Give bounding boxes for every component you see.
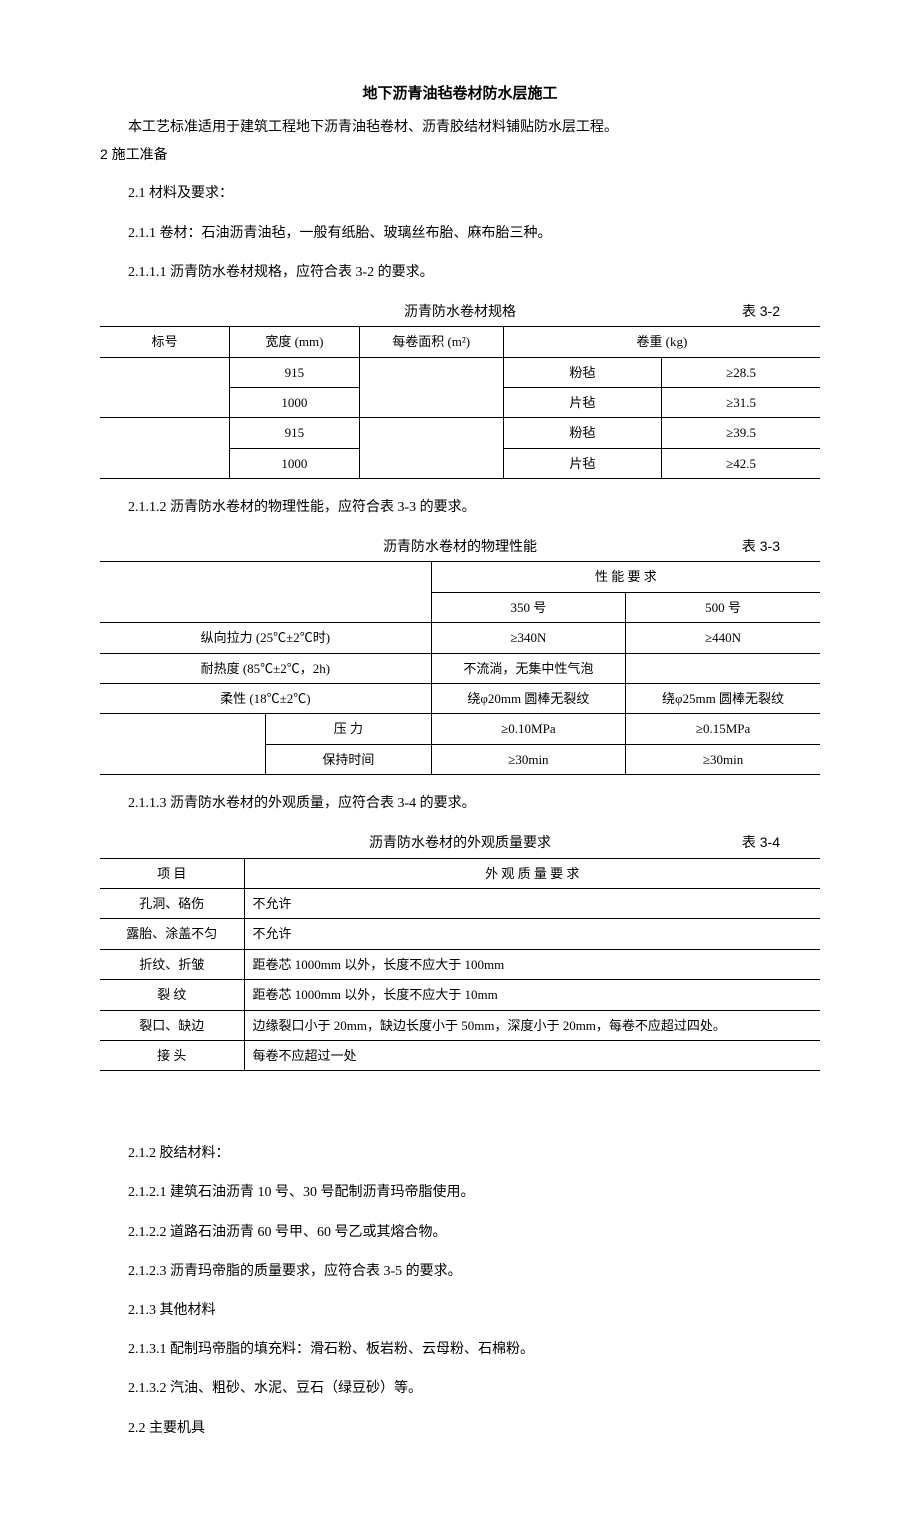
t32-r2-c2: 1000 — [230, 387, 360, 417]
t32-r4-c4: 片毡 — [503, 448, 661, 478]
t33-r5-500: ≥30min — [626, 744, 820, 774]
table-3-4-label: 表 3-4 — [742, 830, 780, 855]
t34-r6-c2: 每卷不应超过一处 — [244, 1040, 820, 1070]
page-title: 地下沥青油毡卷材防水层施工 — [100, 80, 820, 107]
t32-r1-c2: 915 — [230, 357, 360, 387]
t32-r1-c3 — [359, 357, 503, 418]
t34-r1-c1: 孔洞、硌伤 — [100, 888, 244, 918]
t33-r3-item: 柔性 (18℃±2℃) — [100, 684, 431, 714]
t34-h1: 项 目 — [100, 858, 244, 888]
t33-r2-item: 耐热度 (85℃±2℃，2h) — [100, 653, 431, 683]
section-2-1-3-2: 2.1.3.2 汽油、粗砂、水泥、豆石（绿豆砂）等。 — [128, 1376, 820, 1401]
t32-r4-c5: ≥42.5 — [662, 448, 820, 478]
t32-r1-c5: ≥28.5 — [662, 357, 820, 387]
section-2-1-1-1: 2.1.1.1 沥青防水卷材规格，应符合表 3-2 的要求。 — [128, 260, 820, 285]
t33-r5-sub2: 保持时间 — [266, 744, 432, 774]
t34-r3-c1: 折纹、折皱 — [100, 949, 244, 979]
t32-r2-c4: 片毡 — [503, 387, 661, 417]
section-2-1-2-3: 2.1.2.3 沥青玛帝脂的质量要求，应符合表 3-5 的要求。 — [128, 1259, 820, 1284]
t32-h-width: 宽度 (mm) — [230, 327, 360, 357]
section-2-1-1-3: 2.1.1.3 沥青防水卷材的外观质量，应符合表 3-4 的要求。 — [128, 791, 820, 816]
t34-r2-c2: 不允许 — [244, 919, 820, 949]
section-2-1-2-2: 2.1.2.2 道路石油沥青 60 号甲、60 号乙或其熔合物。 — [128, 1220, 820, 1245]
t34-r6-c1: 接 头 — [100, 1040, 244, 1070]
table-3-3-label: 表 3-3 — [742, 534, 780, 559]
t32-h-area: 每卷面积 (m²) — [359, 327, 503, 357]
section-2: 2 施工准备 — [100, 142, 820, 167]
section-2-1-1: 2.1.1 卷材：石油沥青油毡，一般有纸胎、玻璃丝布胎、麻布胎三种。 — [128, 221, 820, 246]
t34-r1-c2: 不允许 — [244, 888, 820, 918]
t34-h2: 外 观 质 量 要 求 — [244, 858, 820, 888]
t33-r1-500: ≥440N — [626, 623, 820, 653]
t33-h-blank — [100, 562, 431, 623]
t33-r2-500 — [626, 653, 820, 683]
table-3-2-title: 沥青防水卷材规格 — [404, 303, 516, 319]
t33-h-350: 350 号 — [431, 592, 625, 622]
t34-r5-c1: 裂口、缺边 — [100, 1010, 244, 1040]
table-3-2: 标号 宽度 (mm) 每卷面积 (m²) 卷重 (kg) 915 粉毡 ≥28.… — [100, 326, 820, 479]
intro-paragraph: 本工艺标准适用于建筑工程地下沥青油毡卷材、沥青胶结材料铺贴防水层工程。 — [100, 115, 820, 140]
t34-r4-c2: 距卷芯 1000mm 以外，长度不应大于 10mm — [244, 980, 820, 1010]
section-2-1-2: 2.1.2 胶结材料： — [128, 1141, 820, 1166]
t32-r1-c1 — [100, 357, 230, 418]
table-3-4-title: 沥青防水卷材的外观质量要求 — [369, 834, 551, 850]
t34-r3-c2: 距卷芯 1000mm 以外，长度不应大于 100mm — [244, 949, 820, 979]
t33-h-500: 500 号 — [626, 592, 820, 622]
table-3-4: 项 目 外 观 质 量 要 求 孔洞、硌伤不允许 露胎、涂盖不匀不允许 折纹、折… — [100, 858, 820, 1072]
table-3-3-title: 沥青防水卷材的物理性能 — [383, 538, 537, 554]
t33-r1-350: ≥340N — [431, 623, 625, 653]
table-3-3-caption: 沥青防水卷材的物理性能 表 3-3 — [100, 534, 820, 559]
t34-r5-c2: 边缘裂口小于 20mm，缺边长度小于 50mm，深度小于 20mm，每卷不应超过… — [244, 1010, 820, 1040]
t33-h-perf: 性 能 要 求 — [431, 562, 820, 592]
t33-r4-sub1: 压 力 — [266, 714, 432, 744]
table-3-2-label: 表 3-2 — [742, 299, 780, 324]
t32-h-weight: 卷重 (kg) — [503, 327, 820, 357]
t33-r1-item: 纵向拉力 (25℃±2℃时) — [100, 623, 431, 653]
t32-r4-c2: 1000 — [230, 448, 360, 478]
t32-r3-c3 — [359, 418, 503, 479]
t32-r3-c4: 粉毡 — [503, 418, 661, 448]
t32-r3-c2: 915 — [230, 418, 360, 448]
t33-r4-350: ≥0.10MPa — [431, 714, 625, 744]
section-2-1-1-2: 2.1.1.2 沥青防水卷材的物理性能，应符合表 3-3 的要求。 — [128, 495, 820, 520]
table-3-4-caption: 沥青防水卷材的外观质量要求 表 3-4 — [100, 830, 820, 855]
t34-r2-c1: 露胎、涂盖不匀 — [100, 919, 244, 949]
t32-h-biaohao: 标号 — [100, 327, 230, 357]
section-2-1: 2.1 材料及要求： — [128, 181, 820, 206]
t33-r3-350: 绕φ20mm 圆棒无裂纹 — [431, 684, 625, 714]
section-2-2: 2.2 主要机具 — [128, 1416, 820, 1441]
table-3-3: 性 能 要 求 350 号 500 号 纵向拉力 (25℃±2℃时) ≥340N… — [100, 561, 820, 775]
t34-r4-c1: 裂 纹 — [100, 980, 244, 1010]
t33-r3-500: 绕φ25mm 圆棒无裂纹 — [626, 684, 820, 714]
t32-r1-c4: 粉毡 — [503, 357, 661, 387]
t32-r3-c5: ≥39.5 — [662, 418, 820, 448]
section-2-1-3-1: 2.1.3.1 配制玛帝脂的填充料：滑石粉、板岩粉、云母粉、石棉粉。 — [128, 1337, 820, 1362]
t33-r4-500: ≥0.15MPa — [626, 714, 820, 744]
section-2-1-2-1: 2.1.2.1 建筑石油沥青 10 号、30 号配制沥青玛帝脂使用。 — [128, 1180, 820, 1205]
table-3-2-caption: 沥青防水卷材规格 表 3-2 — [100, 299, 820, 324]
t33-r4-blank — [100, 714, 266, 775]
t33-r2-350: 不流淌，无集中性气泡 — [431, 653, 625, 683]
t32-r2-c5: ≥31.5 — [662, 387, 820, 417]
t33-r5-350: ≥30min — [431, 744, 625, 774]
t32-r3-c1 — [100, 418, 230, 479]
